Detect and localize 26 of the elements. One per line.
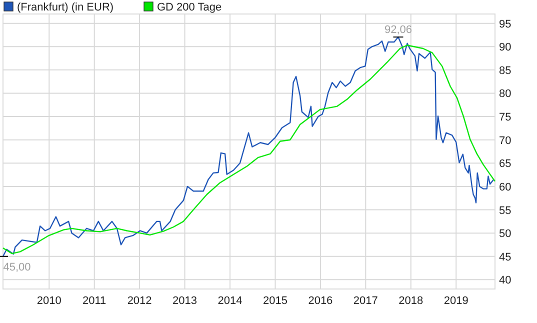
y-tick-label: 70: [499, 134, 512, 147]
annotation: 92,06: [384, 24, 412, 36]
y-tick-label: 50: [499, 228, 512, 240]
y-tick-label: 45: [499, 251, 512, 264]
y-tick-label: 40: [499, 274, 512, 287]
legend-label: GD 200 Tage: [157, 2, 222, 14]
y-tick-label: 95: [499, 18, 512, 30]
legend-label: (Frankfurt) (in EUR): [17, 2, 114, 14]
y-tick-label: 85: [499, 64, 512, 77]
x-tick-label: 2014: [218, 295, 242, 307]
y-tick-label: 75: [499, 112, 512, 124]
x-tick-label: 2019: [444, 295, 468, 307]
x-tick-label: 2015: [262, 295, 288, 307]
x-tick-label: 2011: [82, 295, 106, 307]
y-tick-label: 90: [499, 42, 512, 54]
x-tick-label: 2016: [308, 295, 333, 307]
x-tick-label: 2018: [398, 295, 424, 307]
annotation: 45,00: [3, 261, 31, 274]
x-tick-label: 2013: [172, 295, 198, 307]
y-tick-label: 60: [499, 181, 512, 194]
y-tick-label: 65: [499, 158, 512, 170]
x-tick-label: 2017: [353, 295, 378, 307]
x-tick-label: 2010: [36, 295, 62, 307]
y-tick-label: 80: [499, 88, 512, 100]
y-tick-label: 55: [499, 204, 512, 217]
x-tick-label: 2012: [127, 295, 152, 307]
